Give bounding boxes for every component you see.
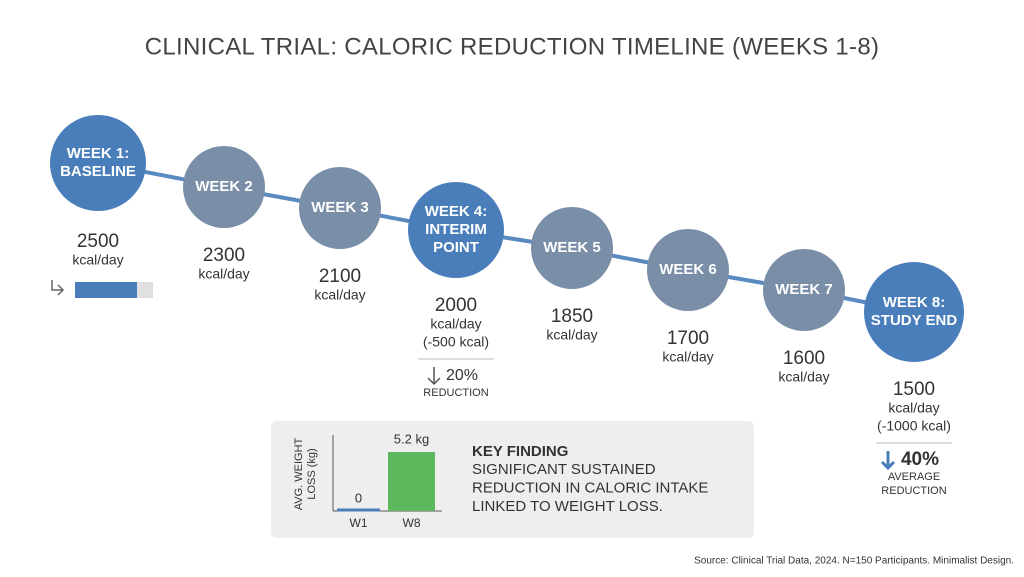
kcal-unit: kcal/day bbox=[778, 369, 829, 385]
change-label: REDUCTION bbox=[423, 387, 488, 399]
week-label: BASELINE bbox=[60, 163, 136, 180]
y-axis-label: LOSS (kg) bbox=[306, 448, 318, 499]
kcal-value: 1500 bbox=[893, 379, 935, 400]
arrow-icon bbox=[51, 280, 65, 296]
kcal-note: (-1000 kcal) bbox=[877, 418, 951, 434]
value-label: 5.2 kg bbox=[394, 432, 429, 447]
week-label: WEEK 3 bbox=[311, 199, 369, 216]
kcal-note: (-500 kcal) bbox=[423, 334, 489, 350]
week-node bbox=[763, 249, 845, 331]
kcal-value: 2100 bbox=[319, 266, 361, 287]
week-node bbox=[183, 146, 265, 228]
progress-fill bbox=[75, 282, 137, 298]
finding-text: SIGNIFICANT SUSTAINED bbox=[472, 461, 656, 478]
change-label: REDUCTION bbox=[881, 485, 946, 497]
finding-text: LINKED TO WEIGHT LOSS. bbox=[472, 498, 663, 515]
finding-text: REDUCTION IN CALORIC INTAKE bbox=[472, 479, 708, 496]
week-label: WEEK 8: bbox=[883, 294, 946, 311]
change-value: 40% bbox=[901, 449, 939, 470]
week-label: WEEK 2 bbox=[195, 178, 253, 195]
x-tick-label: W8 bbox=[403, 516, 421, 530]
kcal-value: 1700 bbox=[667, 328, 709, 349]
kcal-unit: kcal/day bbox=[314, 287, 365, 303]
week-label: POINT bbox=[433, 239, 479, 256]
kcal-unit: kcal/day bbox=[430, 316, 481, 332]
week-node bbox=[864, 262, 964, 362]
change-value: 20% bbox=[446, 367, 478, 384]
week-node bbox=[50, 115, 146, 211]
kcal-value: 2300 bbox=[203, 245, 245, 266]
change-label: AVERAGE bbox=[888, 471, 940, 483]
week-node bbox=[299, 167, 381, 249]
kcal-value: 2500 bbox=[77, 231, 119, 252]
y-axis-label: AVG. WEIGHT bbox=[293, 437, 305, 510]
down-arrow bbox=[427, 367, 441, 386]
week-label: WEEK 1: bbox=[67, 145, 130, 162]
week-label: WEEK 6 bbox=[659, 261, 717, 278]
week-label: STUDY END bbox=[871, 312, 958, 329]
kcal-unit: kcal/day bbox=[546, 327, 597, 343]
week-label: INTERIM bbox=[425, 221, 487, 238]
kcal-unit: kcal/day bbox=[198, 266, 249, 282]
title: CLINICAL TRIAL: CALORIC REDUCTION TIMELI… bbox=[145, 33, 880, 60]
x-tick-label: W1 bbox=[350, 516, 368, 530]
down-arrow bbox=[880, 451, 896, 471]
week-label: WEEK 4: bbox=[425, 203, 488, 220]
week-node bbox=[408, 182, 504, 278]
week-label: WEEK 7 bbox=[775, 281, 833, 298]
week-node bbox=[531, 207, 613, 289]
kcal-value: 1600 bbox=[783, 348, 825, 369]
kcal-unit: kcal/day bbox=[72, 252, 123, 268]
bar bbox=[388, 452, 435, 511]
kcal-unit: kcal/day bbox=[662, 349, 713, 365]
week-label: WEEK 5 bbox=[543, 239, 601, 256]
source: Source: Clinical Trial Data, 2024. N=150… bbox=[694, 556, 1014, 567]
value-label: 0 bbox=[355, 490, 362, 505]
week-node bbox=[647, 229, 729, 311]
kcal-unit: kcal/day bbox=[888, 400, 939, 416]
kcal-value: 2000 bbox=[435, 295, 477, 316]
finding-title: KEY FINDING bbox=[472, 443, 568, 460]
kcal-value: 1850 bbox=[551, 306, 593, 327]
